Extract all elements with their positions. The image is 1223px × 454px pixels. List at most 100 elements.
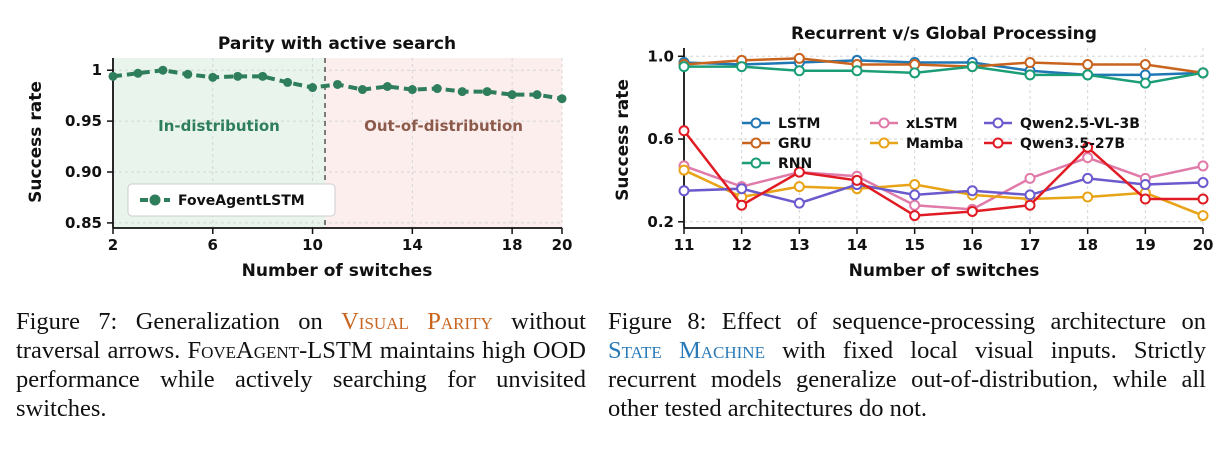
data-point [851,65,863,77]
data-point [909,210,921,222]
data-point [678,125,690,137]
data-point [283,77,293,87]
x-tick-label: 17 [1020,236,1041,254]
x-axis-label: Number of switches [849,261,1040,281]
figure-7-caption: Figure 7: Generalization on Visual Parit… [16,307,586,423]
data-point [1024,189,1036,201]
region-label-out-of-distribution: Out-of-distribution [364,117,523,135]
data-point [357,85,367,95]
legend: FoveAgentLSTM [127,183,336,217]
data-point [1024,69,1036,81]
series-line-RNN [684,65,1204,85]
legend-label: LSTM [778,116,821,132]
data-point [507,90,517,100]
caption-lead: Figure 7: Generalization on [16,308,342,335]
data-point [158,65,168,75]
data-point [1082,191,1094,203]
data-point [793,197,805,209]
legend-marker [992,137,1004,149]
x-tick-label: 14 [402,236,423,254]
legend-label: Qwen2.5-VL-3B [1020,116,1140,132]
figure-7-chart: 1 0.95 0.90 0.85 2 6 10 14 18 20 In-distribution… [26,34,573,281]
data-point [1139,77,1151,89]
data-point [108,71,118,81]
region-label-in-distribution: In-distribution [158,117,280,135]
x-tick-label: 13 [789,236,810,254]
y-tick-label: 1 [92,61,102,79]
data-point [407,85,417,95]
legend-label: Mamba [906,136,963,152]
x-tick-label: 6 [208,236,218,254]
figure-8-chart: 1.0 0.6 0.2 11 12 13 14 15 16 17 18 19 20 LSTM GRU RN… [613,24,1214,281]
legend-marker [750,137,762,149]
y-tick-labels: 1.0 0.6 0.2 [647,47,684,231]
data-point [678,61,690,73]
data-point [678,185,690,197]
series [678,52,1209,222]
legend-marker [149,194,161,206]
x-tick-label: 14 [847,236,868,254]
data-point [183,69,193,79]
data-point [382,82,392,92]
legend-marker [878,137,890,149]
data-point [482,87,492,97]
series-line-LSTM [683,59,1204,77]
x-tick-label: 15 [904,236,925,254]
data-point [1197,67,1209,79]
caption-agent-name: FoveAgent [187,337,300,364]
data-point [1197,210,1209,222]
x-tick-label: 20 [552,236,573,254]
data-point [678,164,690,176]
data-point [851,174,863,186]
legend-marker [750,117,762,129]
data-point [736,199,748,211]
data-point [1197,193,1209,205]
legend-marker [750,157,762,169]
axes [683,48,1203,229]
legend-label: FoveAgentLSTM [178,193,305,209]
data-point [1082,141,1094,153]
data-point [1082,59,1094,71]
data-point [1139,179,1151,191]
x-tick-label: 20 [1193,236,1214,254]
x-tick-label: 12 [731,236,752,254]
y-tick-label: 0.85 [65,214,102,232]
x-tick-label: 18 [1077,236,1098,254]
legend-label: xLSTM [906,116,958,132]
x-tick-label: 18 [502,236,523,254]
x-axis-label: Number of switches [242,261,433,281]
data-point [1139,193,1151,205]
data-point [793,65,805,77]
data-point [1139,59,1151,71]
data-point [793,166,805,178]
data-point [557,94,567,104]
caption-task-name: State Machine [608,337,765,364]
caption-lead: Figure 8: Effect of sequence-processing … [608,308,1206,335]
y-tick-labels: 1 0.95 0.90 0.85 [65,61,113,232]
out-of-distribution-region [325,58,562,228]
chart-title: Recurrent v/s Global Processing [791,24,1097,44]
data-point [333,79,342,89]
series-line-xLSTM [683,156,1204,211]
data-point [532,90,542,100]
axes [112,58,562,229]
data-point [909,67,921,79]
data-point [1197,176,1209,188]
legend: LSTM GRU RNN xLSTM Mamba Qwen2.5-VL-3B Qwen3.5… [742,116,1140,172]
y-tick-label: 1.0 [647,47,674,65]
legend-marker [992,117,1004,129]
data-point [1197,160,1209,172]
caption-task-name: Visual Parity [341,308,493,335]
data-point [1024,172,1036,184]
y-tick-label: 0.6 [647,130,674,148]
figure-8-caption: Figure 8: Effect of sequence-processing … [608,307,1206,454]
series-line-Qwen3.5-27B [683,129,1203,217]
data-point [133,68,143,78]
y-tick-label: 0.90 [65,163,102,181]
x-tick-label: 11 [674,236,695,254]
data-point [1082,69,1094,81]
data-point [432,84,442,94]
data-point [1082,172,1094,184]
caption-text-rest: with fixed local visual inputs. Strictly… [608,337,1206,422]
series-line-Mamba [683,168,1204,217]
